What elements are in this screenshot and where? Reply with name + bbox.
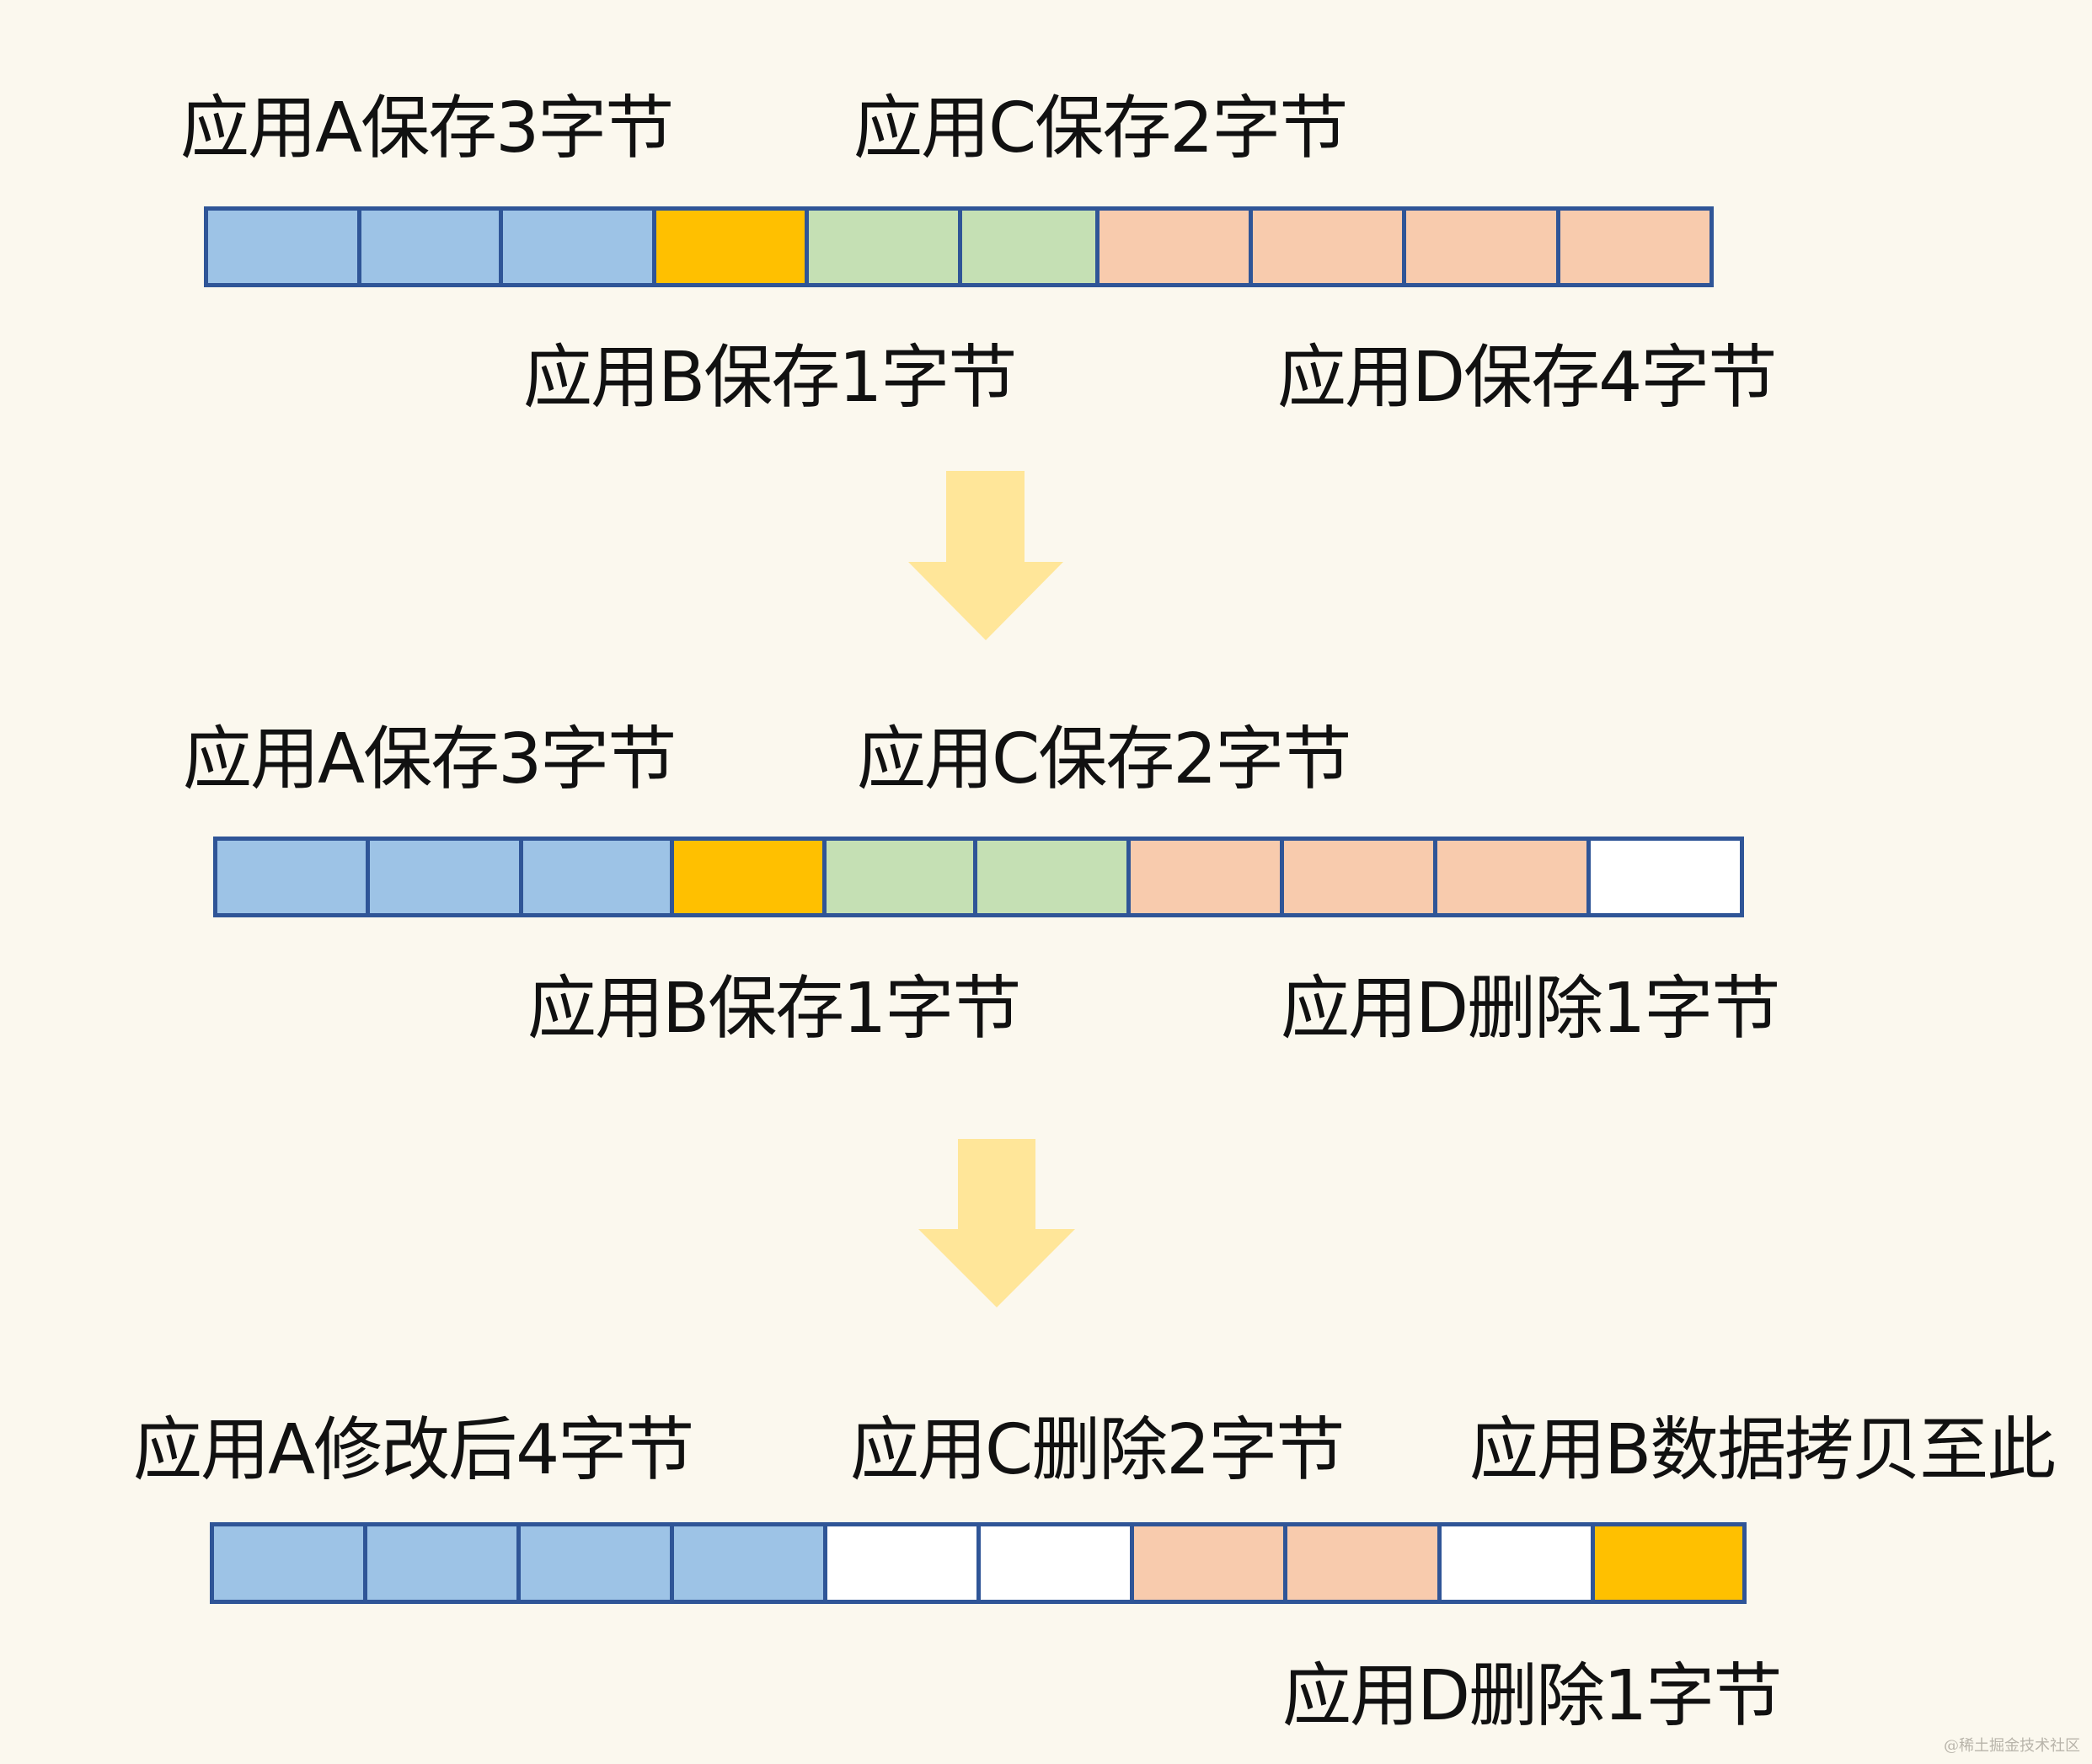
label-app-c: 应用C删除2字节 <box>850 1410 1345 1490</box>
arrow-shaft <box>946 471 1025 563</box>
label-app-b: 应用B保存1字节 <box>523 338 1017 418</box>
memory-cell-app-c <box>958 206 1100 287</box>
watermark: @稀土掘金技术社区 <box>1944 1737 2080 1755</box>
memory-cell-free <box>976 1522 1134 1604</box>
memory-cell-app-d <box>1402 206 1560 287</box>
memory-cell-app-a <box>670 1522 827 1604</box>
memory-cell-app-d <box>1249 206 1406 287</box>
memory-cell-app-a <box>204 206 361 287</box>
memory-cell-app-d <box>1095 206 1253 287</box>
label-app-a: 应用A保存3字节 <box>183 719 677 799</box>
memory-cell-app-c <box>805 206 962 287</box>
memory-cell-app-b <box>1591 1522 1747 1604</box>
memory-cell-free <box>823 1522 981 1604</box>
memory-cell-app-b <box>652 206 809 287</box>
memory-cell-app-c <box>973 837 1131 917</box>
label-app-c: 应用C保存2字节 <box>857 719 1351 799</box>
memory-cell-app-a <box>357 206 503 287</box>
memory-cell-app-a <box>516 1522 674 1604</box>
memory-cell-app-a <box>519 837 674 917</box>
label-app-d: 应用D删除1字节 <box>1282 1656 1782 1736</box>
memory-cell-app-a <box>499 206 656 287</box>
label-app-a: 应用A修改后4字节 <box>133 1410 694 1490</box>
memory-cell-app-d <box>1130 1522 1287 1604</box>
arrow-shaft <box>958 1139 1035 1230</box>
memory-cell-app-d <box>1280 837 1437 917</box>
memory-cell-free <box>1586 837 1744 917</box>
label-app-a: 应用A保存3字节 <box>180 88 674 168</box>
memory-cell-app-c <box>822 837 977 917</box>
memory-cell-app-d <box>1433 837 1591 917</box>
memory-cell-app-d <box>1556 206 1714 287</box>
memory-cell-free <box>1437 1522 1595 1604</box>
label-app-b: 应用B数据拷贝至此 <box>1469 1410 2056 1490</box>
label-app-c: 应用C保存2字节 <box>853 88 1348 168</box>
label-app-d: 应用D保存4字节 <box>1277 338 1777 418</box>
label-app-d: 应用D删除1字节 <box>1281 969 1780 1049</box>
memory-cell-app-a <box>366 837 523 917</box>
memory-cell-app-a <box>363 1522 521 1604</box>
memory-cell-app-d <box>1283 1522 1442 1604</box>
arrow-head <box>908 562 1063 640</box>
memory-cell-app-a <box>210 1522 367 1604</box>
arrow-head <box>918 1229 1075 1307</box>
memory-cell-app-a <box>213 837 370 917</box>
memory-cell-app-b <box>670 837 827 917</box>
label-app-b: 应用B保存1字节 <box>527 969 1021 1049</box>
memory-cell-app-d <box>1126 837 1284 917</box>
